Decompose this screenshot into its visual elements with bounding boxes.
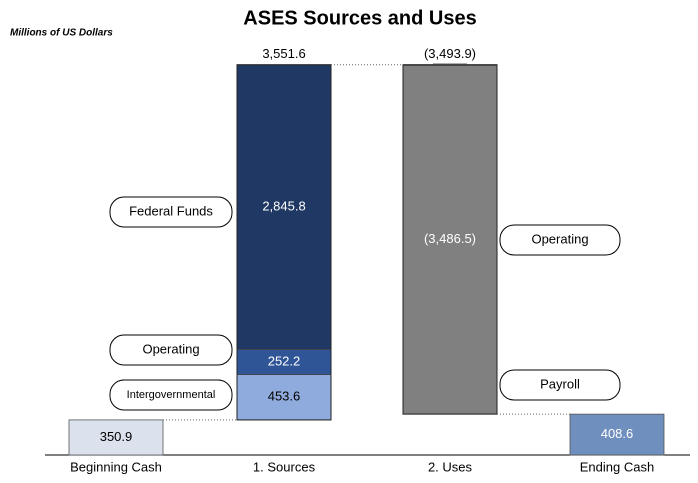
callout-label: Payroll [540,376,580,391]
value-label: 252.2 [268,353,301,368]
value-label: 2,845.8 [262,198,305,213]
bar [68,419,164,456]
callout-label: Operating [531,231,588,246]
x-tick-label: Ending Cash [580,459,654,474]
callout [499,224,621,256]
callout [109,379,233,411]
subtitle: Millions of US Dollars [10,28,113,39]
x-tick-label: 2. Uses [428,459,473,474]
group-outline [236,64,332,421]
callout [499,369,621,401]
x-tick-label: 1. Sources [253,459,316,474]
callout-label: Intergovernmental [127,389,216,401]
value-label: 453.6 [268,389,301,404]
callout-label: Federal Funds [129,203,213,218]
x-tick-label: Beginning Cash [70,459,162,474]
callout [109,334,233,366]
value-label: 350.9 [100,429,133,444]
value-label: (3,486.5) [424,231,476,246]
callout [109,196,233,228]
total-label: (3,493.9) [424,46,476,61]
bar-segment [402,65,498,415]
chart-title: ASES Sources and Uses [243,7,476,29]
callout-label: Operating [142,341,199,356]
bar [569,413,665,456]
total-label: 3,551.6 [262,46,305,61]
value-label: 408.6 [601,426,634,441]
group-outline [402,64,498,415]
